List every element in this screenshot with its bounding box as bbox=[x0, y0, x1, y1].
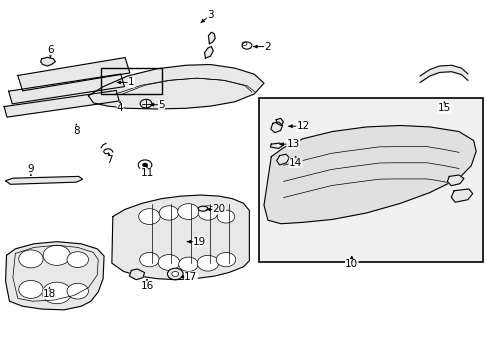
Polygon shape bbox=[270, 122, 282, 133]
Text: 10: 10 bbox=[345, 259, 358, 269]
Polygon shape bbox=[5, 242, 104, 310]
Circle shape bbox=[67, 283, 88, 299]
Text: 9: 9 bbox=[27, 164, 34, 174]
Circle shape bbox=[198, 206, 217, 220]
Circle shape bbox=[197, 255, 218, 271]
Circle shape bbox=[42, 282, 71, 304]
Polygon shape bbox=[204, 46, 213, 58]
Text: 15: 15 bbox=[437, 103, 450, 113]
Polygon shape bbox=[447, 175, 463, 186]
Text: 17: 17 bbox=[184, 272, 197, 282]
Bar bbox=[259, 98, 483, 262]
Ellipse shape bbox=[198, 206, 207, 211]
Circle shape bbox=[139, 209, 160, 225]
Text: 14: 14 bbox=[288, 158, 302, 168]
Circle shape bbox=[216, 252, 235, 267]
Circle shape bbox=[140, 252, 159, 267]
Text: 16: 16 bbox=[140, 281, 153, 291]
Circle shape bbox=[158, 255, 179, 270]
Circle shape bbox=[19, 280, 43, 298]
Circle shape bbox=[142, 163, 148, 167]
Circle shape bbox=[171, 271, 178, 276]
Text: 7: 7 bbox=[105, 155, 112, 165]
Circle shape bbox=[167, 268, 183, 280]
Circle shape bbox=[19, 250, 43, 268]
Text: 20: 20 bbox=[212, 204, 225, 215]
Text: 4: 4 bbox=[117, 103, 123, 113]
Polygon shape bbox=[208, 32, 215, 44]
Circle shape bbox=[217, 210, 234, 223]
Text: 19: 19 bbox=[193, 237, 206, 247]
Text: 13: 13 bbox=[286, 139, 299, 149]
Text: 3: 3 bbox=[206, 10, 213, 20]
Polygon shape bbox=[276, 118, 283, 126]
Text: 8: 8 bbox=[73, 126, 80, 135]
Polygon shape bbox=[18, 58, 130, 91]
Polygon shape bbox=[4, 90, 119, 117]
Polygon shape bbox=[88, 64, 264, 109]
Polygon shape bbox=[5, 176, 82, 184]
Circle shape bbox=[177, 204, 199, 220]
Text: 5: 5 bbox=[158, 100, 164, 110]
Circle shape bbox=[159, 206, 178, 220]
Polygon shape bbox=[264, 126, 475, 224]
Bar bbox=[101, 68, 161, 94]
Polygon shape bbox=[112, 195, 249, 280]
Polygon shape bbox=[276, 154, 289, 165]
Text: 6: 6 bbox=[47, 45, 54, 55]
Circle shape bbox=[178, 257, 198, 271]
Polygon shape bbox=[41, 57, 55, 66]
Circle shape bbox=[43, 245, 70, 265]
Text: 18: 18 bbox=[43, 289, 56, 299]
Text: 1: 1 bbox=[128, 77, 134, 87]
Polygon shape bbox=[450, 189, 472, 202]
Circle shape bbox=[67, 252, 88, 267]
Text: 2: 2 bbox=[264, 42, 271, 51]
Polygon shape bbox=[9, 74, 124, 104]
Text: 12: 12 bbox=[296, 121, 309, 131]
Polygon shape bbox=[129, 269, 144, 280]
Polygon shape bbox=[270, 143, 282, 148]
Circle shape bbox=[140, 99, 152, 108]
Text: 11: 11 bbox=[140, 168, 153, 178]
